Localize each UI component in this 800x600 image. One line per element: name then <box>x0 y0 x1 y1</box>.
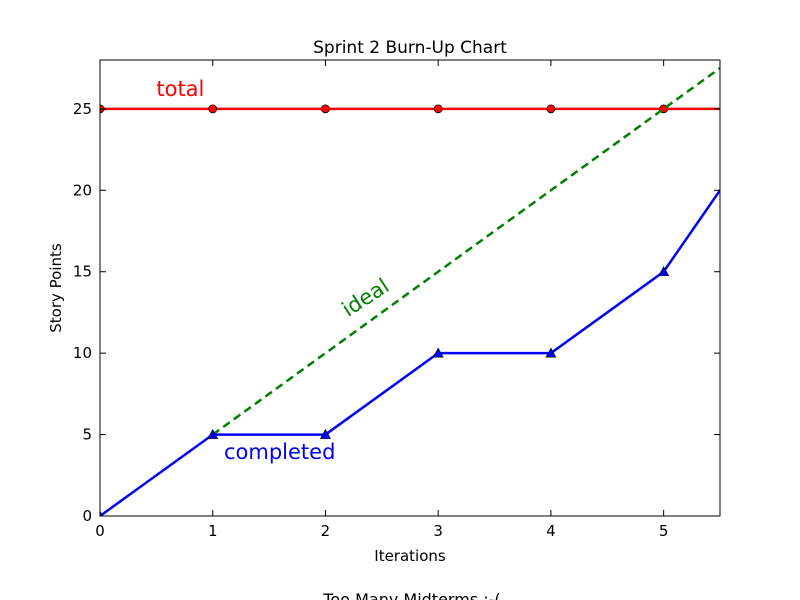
x-tick-label-5: 5 <box>659 522 669 540</box>
y-tick-label-1: 5 <box>82 426 92 444</box>
point-completed-2 <box>319 428 331 439</box>
y-tick-label-0: 0 <box>82 507 92 525</box>
x-axis-label: Iterations <box>374 547 446 565</box>
series-line-ideal <box>211 67 720 436</box>
point-total-3 <box>433 104 443 114</box>
y-tick-label-3: 15 <box>73 263 92 281</box>
point-completed-5 <box>658 266 670 277</box>
x-tick-label-3: 3 <box>433 522 443 540</box>
annotation-completed: completed <box>224 440 335 464</box>
chart-title: Sprint 2 Burn-Up Chart <box>313 38 507 58</box>
point-completed-3 <box>432 347 444 358</box>
series-line-completed <box>100 189 720 516</box>
x-tick-label-4: 4 <box>546 522 556 540</box>
y-tick-label-5: 25 <box>73 100 92 118</box>
point-completed-1 <box>207 428 219 439</box>
point-total-4 <box>546 104 556 114</box>
chart-caption: Too Many Midterms :-( <box>322 590 500 600</box>
annotation-total: total <box>156 77 204 101</box>
point-total-1 <box>208 104 218 114</box>
y-tick-label-4: 20 <box>73 181 92 199</box>
point-completed-4 <box>545 347 557 358</box>
x-tick-label-0: 0 <box>95 522 105 540</box>
plot-frame <box>99 59 721 517</box>
annotation-ideal: ideal <box>338 274 394 322</box>
x-tick-label-1: 1 <box>208 522 218 540</box>
y-tick-label-2: 10 <box>73 344 92 362</box>
x-tick-label-2: 2 <box>321 522 331 540</box>
point-total-2 <box>321 104 330 114</box>
y-axis-label: Story Points <box>47 243 65 333</box>
